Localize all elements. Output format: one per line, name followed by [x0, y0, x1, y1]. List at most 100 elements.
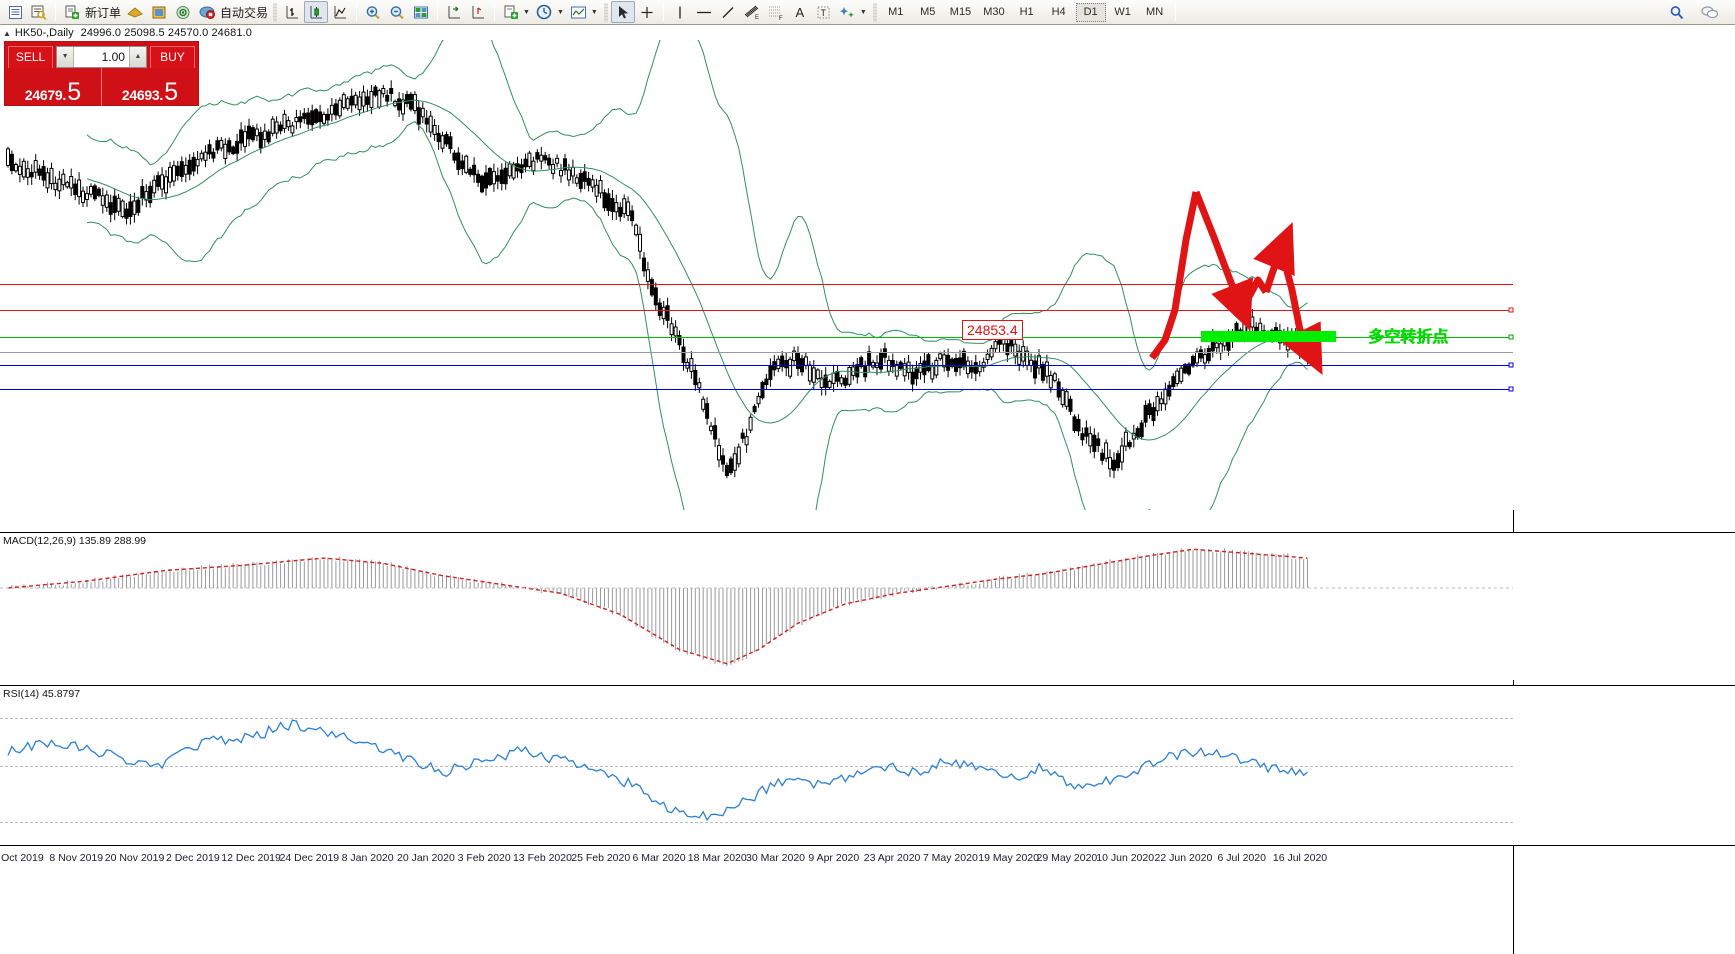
volume-increase-icon[interactable]: ▲: [128, 46, 146, 67]
date-tick: 22 Jun 2020: [1154, 852, 1213, 864]
turning-point-band[interactable]: [1201, 331, 1336, 342]
rsi-pane[interactable]: RSI(14) 45.8797 100 80 50 15: [0, 685, 1735, 845]
indicators-caret-down-icon[interactable]: ▼: [523, 8, 530, 16]
date-tick: 24 Dec 2019: [279, 852, 340, 864]
signals-icon[interactable]: [147, 1, 171, 23]
chart-shift-icon[interactable]: [442, 1, 466, 23]
buy-button[interactable]: BUY: [149, 45, 195, 68]
price-callout-label[interactable]: 24853.4: [962, 320, 1023, 340]
periods-caret-down-icon[interactable]: ▼: [556, 8, 564, 16]
date-tick: 25 Feb 2020: [571, 852, 631, 864]
volume-value[interactable]: 1.00: [101, 49, 125, 64]
resistance-line-25239[interactable]: [0, 310, 1513, 311]
macd-label: MACD(12,26,9) 135.89 288.99: [3, 535, 147, 547]
level-handle-23888[interactable]: [1508, 386, 1514, 392]
equidistant-channel-icon[interactable]: E: [740, 1, 764, 23]
zoom-in-icon[interactable]: [361, 1, 385, 23]
auto-scroll-icon[interactable]: [466, 1, 490, 23]
timeframe-mn[interactable]: MN: [1146, 6, 1164, 18]
toolbar-grip-3[interactable]: [872, 2, 877, 22]
current-price-line: [0, 352, 1513, 353]
date-tick: 7 May 2020: [922, 852, 978, 864]
new-order-icon[interactable]: [60, 1, 84, 23]
toolbar-grip[interactable]: [273, 2, 278, 22]
collapse-triangle-icon[interactable]: ▲: [3, 28, 11, 38]
fibonacci-icon[interactable]: F: [764, 1, 788, 23]
date-tick: 16 Jul 2020: [1272, 852, 1328, 864]
buy-price[interactable]: 24693 . 5: [101, 68, 198, 106]
timeframe-h4[interactable]: H4: [1051, 6, 1066, 18]
crosshair-icon[interactable]: [635, 1, 659, 23]
indicators-icon[interactable]: [499, 1, 523, 23]
support-line-23888[interactable]: [0, 389, 1513, 390]
toolbar-separator-5: [662, 3, 664, 21]
tile-windows-icon[interactable]: [409, 1, 433, 23]
svg-text:E: E: [755, 15, 759, 20]
text-icon[interactable]: A: [795, 4, 805, 20]
timeframe-m30[interactable]: M30: [983, 6, 1005, 18]
timeframe-w1[interactable]: W1: [1114, 6, 1131, 18]
timeframe-h1[interactable]: H1: [1019, 6, 1034, 18]
autotrading-icon[interactable]: [195, 1, 219, 23]
horizontal-line-icon[interactable]: [692, 1, 716, 23]
metaeditor-icon[interactable]: [123, 1, 147, 23]
chat-icon[interactable]: [1698, 1, 1722, 23]
macd-plot[interactable]: [0, 533, 1513, 680]
price-plot[interactable]: [0, 40, 1513, 510]
timeframe-d1[interactable]: D1: [1075, 2, 1106, 22]
symbol-info-bar: ▲ HK50-,Daily 24996.0 25098.5 24570.0 24…: [0, 26, 1735, 40]
volume-stepper[interactable]: ▼ 1.00 ▲: [56, 45, 147, 68]
line-chart-icon[interactable]: [328, 1, 352, 23]
timeframe-m1[interactable]: M1: [888, 6, 904, 18]
price-axis[interactable]: 29298.0 28770.0 28242.0 27698.0 27170.0 …: [1513, 40, 1735, 510]
shapes-icon[interactable]: [836, 1, 860, 23]
templates-caret-down-icon[interactable]: ▼: [590, 8, 598, 16]
sell-price[interactable]: 24679 . 5: [5, 68, 101, 106]
date-tick: 23 Apr 2020: [863, 852, 921, 864]
macd-axis: 596.11 0.00 -1415.19: [1513, 533, 1735, 680]
macd-pane[interactable]: MACD(12,26,9) 135.89 288.99 596.11 0.00 …: [0, 532, 1735, 680]
timeframe-m15[interactable]: M15: [949, 6, 972, 18]
price-pane[interactable]: 24853.4 多空转折点 29298.0 28770.0: [0, 40, 1735, 510]
text-label-icon[interactable]: T: [812, 1, 836, 23]
date-tick: 30 Mar 2020: [746, 852, 806, 864]
trendline-icon[interactable]: [716, 1, 740, 23]
candlestick-chart-icon[interactable]: [304, 1, 329, 23]
date-tick: 10 Jun 2020: [1096, 852, 1155, 864]
market-icon[interactable]: [171, 1, 195, 23]
market-watch-icon[interactable]: [27, 1, 51, 23]
macd-series-svg: [0, 548, 1513, 666]
new-order-label[interactable]: 新订单: [85, 5, 122, 20]
sell-price-fraction: 5: [67, 77, 82, 106]
templates-icon[interactable]: [567, 1, 591, 23]
date-tick: 29 May 2020: [1036, 852, 1098, 864]
periods-icon[interactable]: [533, 1, 557, 23]
toolbar-grip-2[interactable]: [603, 2, 608, 22]
bar-chart-icon[interactable]: [280, 1, 304, 23]
resistance-line-25560[interactable]: [0, 284, 1513, 285]
terminal-icon[interactable]: [3, 1, 27, 23]
date-tick: 3 Feb 2020: [457, 852, 511, 864]
turning-point-note[interactable]: 多空转折点: [1368, 327, 1449, 346]
vertical-line-icon[interactable]: [668, 1, 692, 23]
sell-button[interactable]: SELL: [8, 45, 54, 68]
timeframe-m5[interactable]: M5: [920, 6, 936, 18]
support-line-24853[interactable]: [0, 337, 1513, 338]
search-icon[interactable]: [1664, 1, 1688, 23]
sell-price-separator: .: [62, 87, 67, 103]
level-handle-24306[interactable]: [1508, 362, 1514, 368]
level-handle-25239[interactable]: [1508, 307, 1514, 313]
volume-decrease-icon[interactable]: ▼: [57, 46, 75, 67]
rsi-plot[interactable]: [0, 686, 1513, 845]
ohlc-values: 24996.0 25098.5 24570.0 24681.0: [80, 27, 252, 39]
zoom-out-icon[interactable]: [385, 1, 409, 23]
buy-price-integer: 24693: [121, 87, 160, 103]
chart-area[interactable]: 24853.4 多空转折点 29298.0 28770.0: [0, 40, 1735, 954]
shapes-caret-down-icon[interactable]: ▼: [859, 8, 867, 16]
level-handle-24853[interactable]: [1508, 334, 1514, 340]
support-line-24306[interactable]: [0, 365, 1513, 366]
cursor-icon[interactable]: [610, 1, 635, 23]
autotrading-label[interactable]: 自动交易: [220, 5, 269, 20]
toolbar-separator: [55, 3, 56, 21]
